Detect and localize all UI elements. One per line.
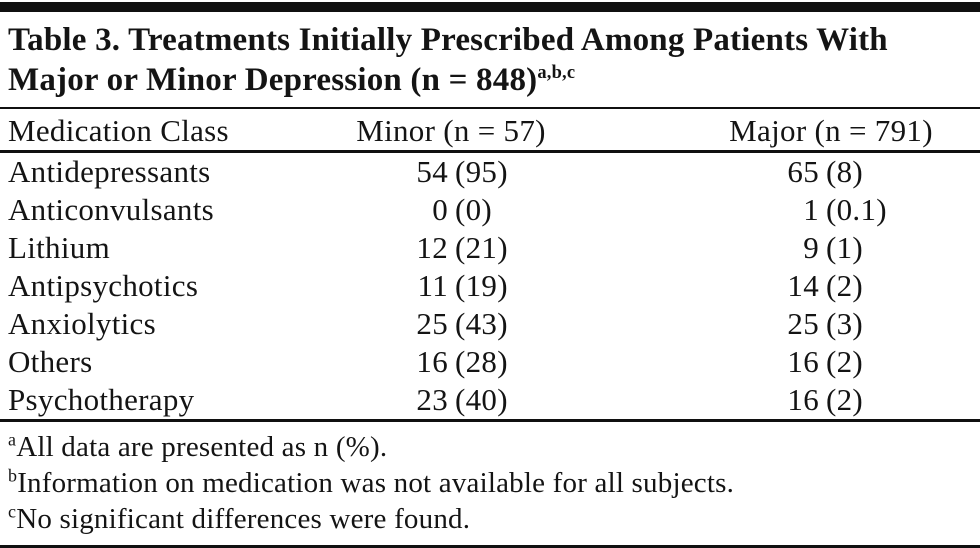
- table-row-psychotherapy: Psychotherapy 23 (40) 16 (2): [0, 381, 980, 419]
- major-percent: (2): [826, 344, 864, 380]
- footnote-c: cNo significant differences were found.: [8, 501, 972, 537]
- footnote-marker: c: [8, 501, 17, 522]
- table-title: Table 3. Treatments Initially Prescribed…: [0, 12, 980, 107]
- footnote-a: aAll data are presented as n (%).: [8, 429, 972, 465]
- footnote-text: Information on medication was not availa…: [17, 467, 735, 500]
- row-label: Anticonvulsants: [8, 192, 214, 228]
- major-percent: (2): [826, 382, 864, 418]
- row-label: Antipsychotics: [8, 268, 199, 304]
- major-count: 65: [787, 154, 819, 190]
- major-count: 25: [787, 306, 819, 342]
- major-percent: (1): [826, 230, 864, 266]
- minor-percent: (28): [455, 344, 508, 380]
- row-label: Others: [8, 344, 93, 380]
- table-title-footnote-marks: a,b,c: [537, 61, 576, 82]
- bottom-rule: [0, 545, 980, 548]
- body-divider-rule: [0, 419, 980, 423]
- minor-percent: (19): [455, 268, 508, 304]
- table-row-antipsychotics: Antipsychotics 11 (19) 14 (2): [0, 267, 980, 305]
- table-row-antidepressants: Antidepressants 54 (95) 65 (8): [0, 153, 980, 191]
- table-row-anticonvulsants: Anticonvulsants 0 (0) 1 (0.1): [0, 191, 980, 229]
- minor-count: 54: [416, 154, 448, 190]
- minor-percent: (0): [455, 192, 493, 228]
- table-row-others: Others 16 (28) 16 (2): [0, 343, 980, 381]
- row-label: Anxiolytics: [8, 306, 156, 342]
- minor-count: 25: [416, 306, 448, 342]
- minor-count: 16: [416, 344, 448, 380]
- footnote-b: bInformation on medication was not avail…: [8, 465, 972, 501]
- table-title-line1: Table 3. Treatments Initially Prescribed…: [8, 22, 888, 58]
- row-label: Antidepressants: [8, 154, 211, 190]
- major-percent: (2): [826, 268, 864, 304]
- major-count: 1: [803, 192, 819, 228]
- minor-percent: (95): [455, 154, 508, 190]
- major-percent: (0.1): [826, 192, 887, 228]
- row-label: Psychotherapy: [8, 382, 195, 418]
- table-title-line2: Major or Minor Depression (n = 848): [8, 61, 538, 98]
- footnote-text: No significant differences were found.: [16, 503, 471, 536]
- table-row-anxiolytics: Anxiolytics 25 (43) 25 (3): [0, 305, 980, 343]
- minor-percent: (43): [455, 306, 508, 342]
- minor-count: 0: [432, 192, 448, 228]
- major-count: 9: [803, 230, 819, 266]
- footnote-marker: a: [8, 429, 17, 450]
- minor-percent: (40): [455, 382, 508, 418]
- top-rule: [0, 2, 980, 12]
- header-divider-rule: [0, 150, 980, 154]
- major-count: 14: [787, 268, 819, 304]
- footnotes: aAll data are presented as n (%). bInfor…: [0, 422, 980, 545]
- table-header-row: Medication Class Minor (n = 57) Major (n…: [0, 109, 980, 150]
- minor-percent: (21): [455, 230, 508, 266]
- major-count: 16: [787, 382, 819, 418]
- major-percent: (3): [826, 306, 864, 342]
- table-body: Antidepressants 54 (95) 65 (8) Anticonvu…: [0, 153, 980, 419]
- major-count: 16: [787, 344, 819, 380]
- minor-count: 12: [416, 230, 448, 266]
- minor-count: 23: [416, 382, 448, 418]
- minor-count: 11: [417, 268, 448, 304]
- column-header-major: Major (n = 791): [729, 113, 933, 149]
- title-divider-rule: [0, 107, 980, 110]
- major-percent: (8): [826, 154, 864, 190]
- column-header-minor: Minor (n = 57): [356, 113, 546, 149]
- footnote-text: All data are presented as n (%).: [16, 431, 388, 464]
- column-header-medication-class: Medication Class: [8, 113, 229, 149]
- table-row-lithium: Lithium 12 (21) 9 (1): [0, 229, 980, 267]
- footnote-marker: b: [8, 465, 18, 486]
- row-label: Lithium: [8, 230, 110, 266]
